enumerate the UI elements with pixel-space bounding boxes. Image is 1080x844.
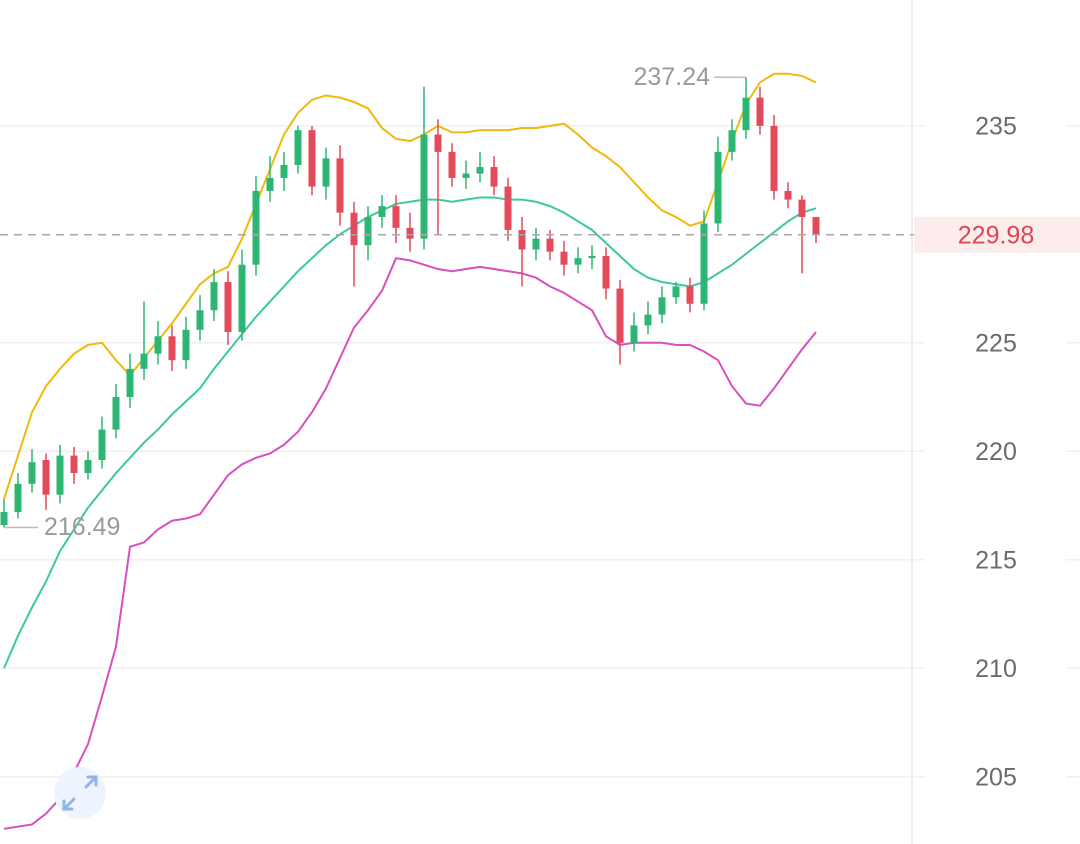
- candle-body: [434, 134, 442, 152]
- candle-body: [756, 97, 764, 126]
- candle-body: [378, 206, 386, 217]
- candle-body: [70, 455, 78, 473]
- candle-body: [28, 462, 36, 484]
- candle-body: [616, 288, 624, 343]
- candle-body: [798, 199, 806, 217]
- candle-body: [532, 238, 540, 250]
- candle-body: [280, 164, 288, 178]
- y-tick-label: 205: [975, 763, 1017, 791]
- candle-body: [322, 158, 330, 187]
- candle-body: [574, 258, 582, 265]
- candle-body: [336, 158, 344, 213]
- candle-body: [168, 336, 176, 361]
- expand-button[interactable]: [54, 767, 106, 819]
- candle-body: [784, 190, 792, 200]
- candle-body: [546, 238, 554, 252]
- high-label: 237.24: [634, 63, 711, 91]
- y-tick-label: 225: [975, 329, 1017, 357]
- candle-body: [196, 310, 204, 330]
- candle-body: [686, 286, 694, 304]
- candle-body: [518, 229, 526, 250]
- candle-body: [392, 206, 400, 228]
- candle-body: [182, 329, 190, 361]
- candle-body: [126, 368, 134, 398]
- candle-body: [98, 429, 106, 460]
- current-price-label: 229.98: [958, 221, 1034, 249]
- candle-body: [42, 459, 50, 495]
- band-line: [3, 196, 817, 669]
- candle-body: [154, 336, 162, 354]
- candle-body: [56, 455, 64, 495]
- candle-body: [462, 173, 470, 178]
- candle-body: [308, 130, 316, 187]
- candle-body: [476, 167, 484, 174]
- y-tick-label: 215: [975, 546, 1017, 574]
- candle-body: [364, 216, 372, 246]
- candle-body: [294, 130, 302, 165]
- candle-body: [140, 353, 148, 369]
- band-line: [3, 257, 817, 830]
- y-tick-label: 210: [975, 655, 1017, 683]
- candle-body: [588, 256, 596, 259]
- candle-body: [210, 282, 218, 311]
- candle-body: [630, 325, 638, 343]
- candle-body: [770, 125, 778, 191]
- candle-body: [742, 97, 750, 131]
- band-line: [3, 72, 817, 500]
- candle-body: [224, 282, 232, 332]
- candle-body: [602, 256, 610, 289]
- candle-body: [0, 512, 8, 526]
- candle-body: [112, 397, 120, 430]
- current-price-bg: [914, 216, 1080, 253]
- candle-body: [252, 190, 260, 265]
- expand-icon[interactable]: [62, 775, 98, 811]
- candle-body: [84, 459, 92, 473]
- candle-body: [658, 297, 666, 315]
- candle-body: [644, 314, 652, 326]
- candle-body: [812, 216, 820, 235]
- candle-body: [266, 177, 274, 191]
- low-label: 216.49: [44, 513, 120, 541]
- candle-body: [560, 251, 568, 265]
- candle-body: [14, 483, 22, 513]
- candle-body: [238, 264, 246, 332]
- candle-body: [714, 151, 722, 224]
- candle-body: [728, 130, 736, 152]
- candle-body: [350, 212, 358, 246]
- candle-body: [420, 134, 428, 239]
- candle-body: [672, 286, 680, 298]
- candle-body: [504, 186, 512, 230]
- candle-body: [490, 167, 498, 187]
- candle-body: [700, 223, 708, 304]
- candle-body: [448, 151, 456, 178]
- expand-button-bg[interactable]: [54, 767, 106, 819]
- y-tick-label: 235: [975, 112, 1017, 140]
- candle-body: [406, 227, 414, 239]
- y-tick-label: 220: [975, 438, 1017, 466]
